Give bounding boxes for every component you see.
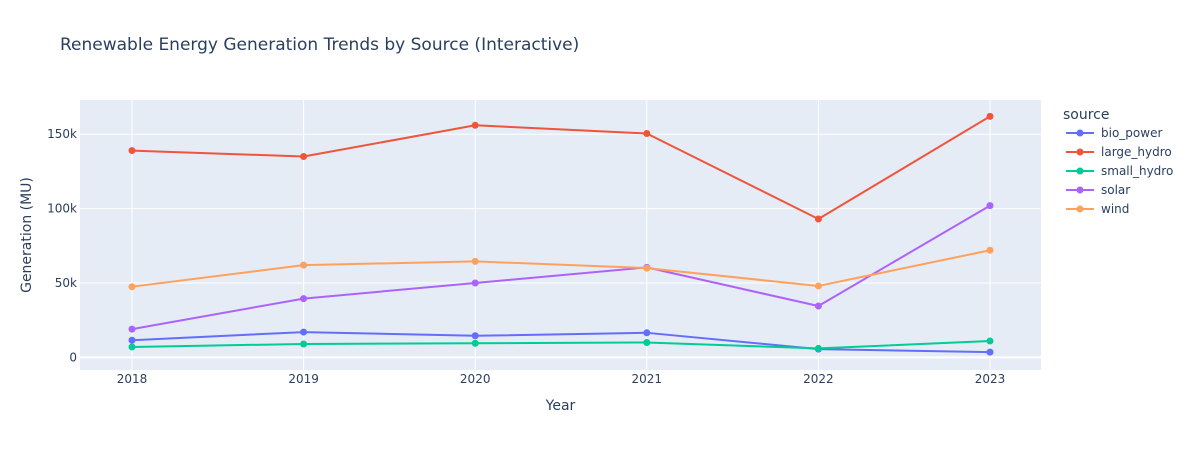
x-tick-label: 2018 [117,372,148,386]
x-tick-label: 2023 [975,372,1006,386]
series-line-small_hydro [131,339,991,350]
legend-label: bio_power [1101,126,1162,140]
data-point-large_hydro[interactable] [300,153,308,161]
data-point-small_hydro[interactable] [128,343,136,351]
data-point-solar[interactable] [814,302,822,310]
data-point-bio_power[interactable] [471,332,479,340]
series-line-large_hydro [131,115,991,221]
x-tick-label: 2022 [803,372,834,386]
legend-item-wind[interactable]: wind [1066,202,1129,216]
series-small_hydro [128,337,994,352]
data-point-small_hydro[interactable] [814,344,822,352]
legend-label: large_hydro [1101,145,1172,159]
legend-item-large_hydro[interactable]: large_hydro [1066,145,1172,159]
data-point-solar[interactable] [128,325,136,333]
plot-area [80,100,1041,370]
data-point-small_hydro[interactable] [471,339,479,347]
legend-label: small_hydro [1101,164,1173,178]
series-line-wind [131,249,991,288]
data-point-bio_power[interactable] [986,348,994,356]
data-point-large_hydro[interactable] [986,112,994,120]
data-point-solar[interactable] [300,295,308,303]
data-point-small_hydro[interactable] [986,337,994,345]
series-layer [128,112,994,356]
data-point-solar[interactable] [471,279,479,287]
x-axis-title: Year [545,398,576,414]
series-large_hydro [128,112,994,223]
data-point-large_hydro[interactable] [128,147,136,155]
y-tick-label: 50k [55,276,77,290]
legend-label: wind [1101,202,1129,216]
data-point-wind[interactable] [986,246,994,254]
tick-layer: 2018 2019 2020 2021 2022 2023 0 50k 100k 150k [47,127,1005,386]
legend-item-bio_power[interactable]: bio_power [1066,126,1162,140]
x-tick-label: 2021 [632,372,663,386]
legend-item-solar[interactable]: solar [1066,183,1130,197]
legend-swatch-marker [1076,186,1084,194]
data-point-bio_power[interactable] [300,328,308,336]
data-point-solar[interactable] [986,202,994,210]
y-axis-title: Generation (MU) [19,177,35,293]
series-line-solar [131,204,991,331]
data-point-wind[interactable] [814,282,822,290]
legend: source bio_power large_hydro small_hydroso… [1063,107,1173,216]
data-point-large_hydro[interactable] [471,121,479,129]
x-tick-label: 2020 [460,372,491,386]
grid-layer [80,100,1041,370]
data-point-large_hydro[interactable] [814,215,822,223]
legend-label: solar [1101,183,1130,197]
series-line-bio_power [131,331,991,354]
data-point-wind[interactable] [300,261,308,269]
data-point-small_hydro[interactable] [643,338,651,346]
y-tick-label: 0 [69,350,77,364]
series-bio_power [128,328,994,356]
legend-swatch-marker [1076,129,1084,137]
data-point-wind[interactable] [128,283,136,291]
series-wind [128,246,994,291]
y-tick-label: 100k [47,202,77,216]
y-tick-label: 150k [47,127,77,141]
data-point-wind[interactable] [471,257,479,265]
legend-swatch-marker [1076,167,1084,175]
data-point-bio_power[interactable] [643,329,651,337]
data-point-bio_power[interactable] [128,336,136,344]
chart-title: Renewable Energy Generation Trends by So… [60,35,579,55]
legend-swatch-marker [1076,148,1084,156]
legend-item-small_hydro[interactable]: small_hydro [1066,164,1173,178]
legend-swatch-marker [1076,205,1084,213]
legend-title: source [1063,107,1110,123]
x-tick-label: 2019 [288,372,319,386]
data-point-small_hydro[interactable] [300,340,308,348]
data-point-wind[interactable] [643,264,651,272]
data-point-large_hydro[interactable] [643,129,651,137]
